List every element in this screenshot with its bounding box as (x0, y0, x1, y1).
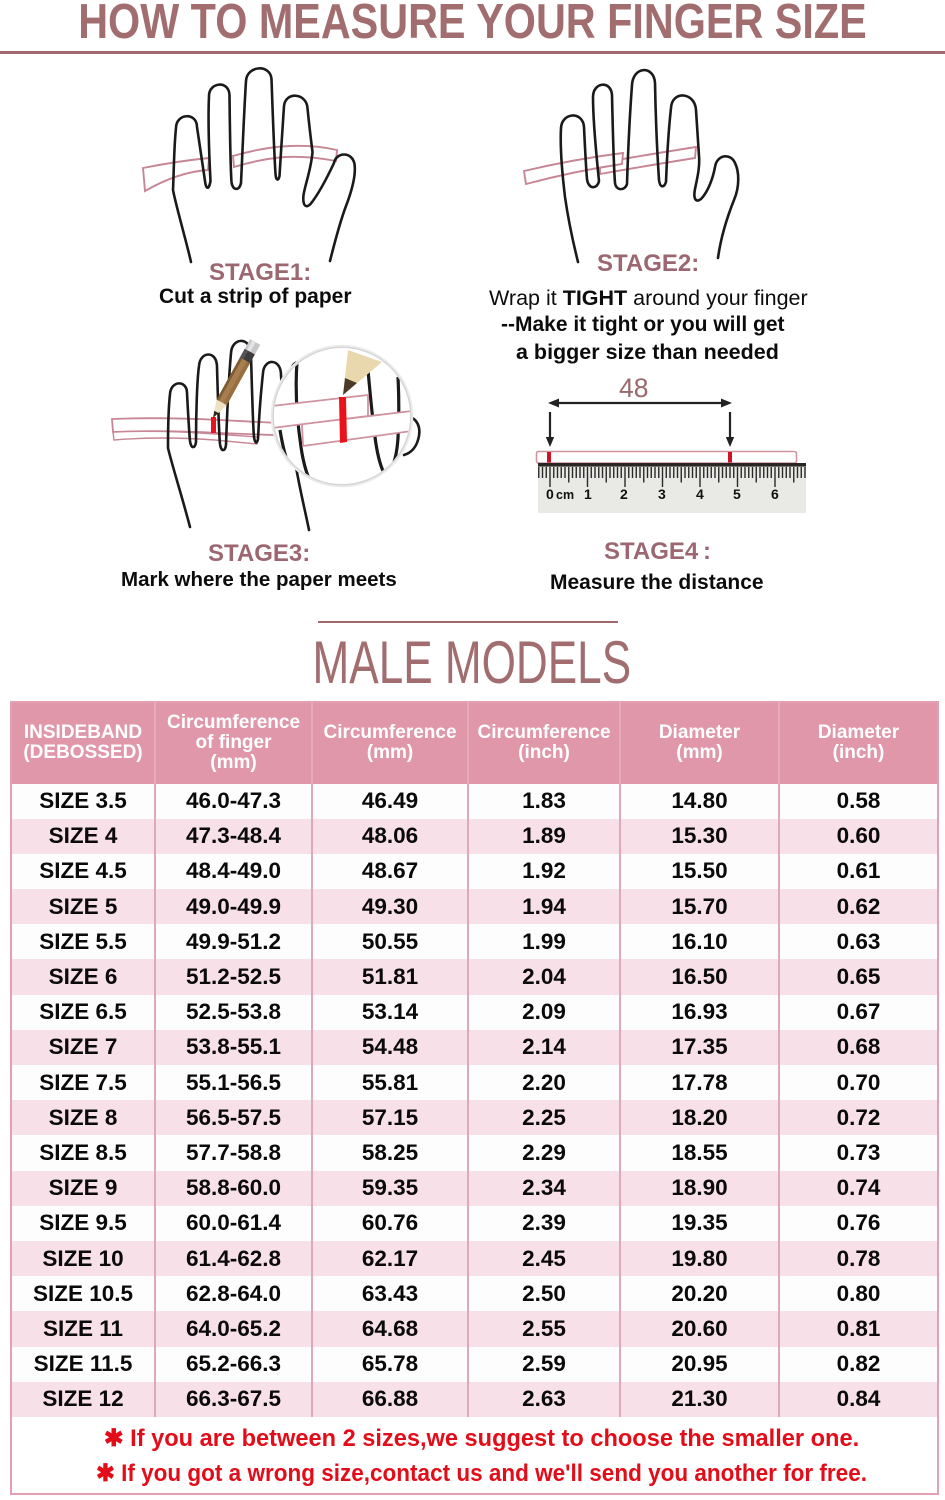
svg-text:48: 48 (619, 373, 648, 403)
svg-text:0: 0 (546, 486, 554, 502)
svg-text:6: 6 (771, 486, 779, 502)
svg-text:3: 3 (658, 486, 666, 502)
svg-text:1: 1 (584, 486, 592, 502)
svg-text:4: 4 (696, 486, 704, 502)
svg-text:2: 2 (620, 486, 628, 502)
svg-text:5: 5 (733, 486, 741, 502)
svg-text:cm: cm (556, 488, 574, 502)
